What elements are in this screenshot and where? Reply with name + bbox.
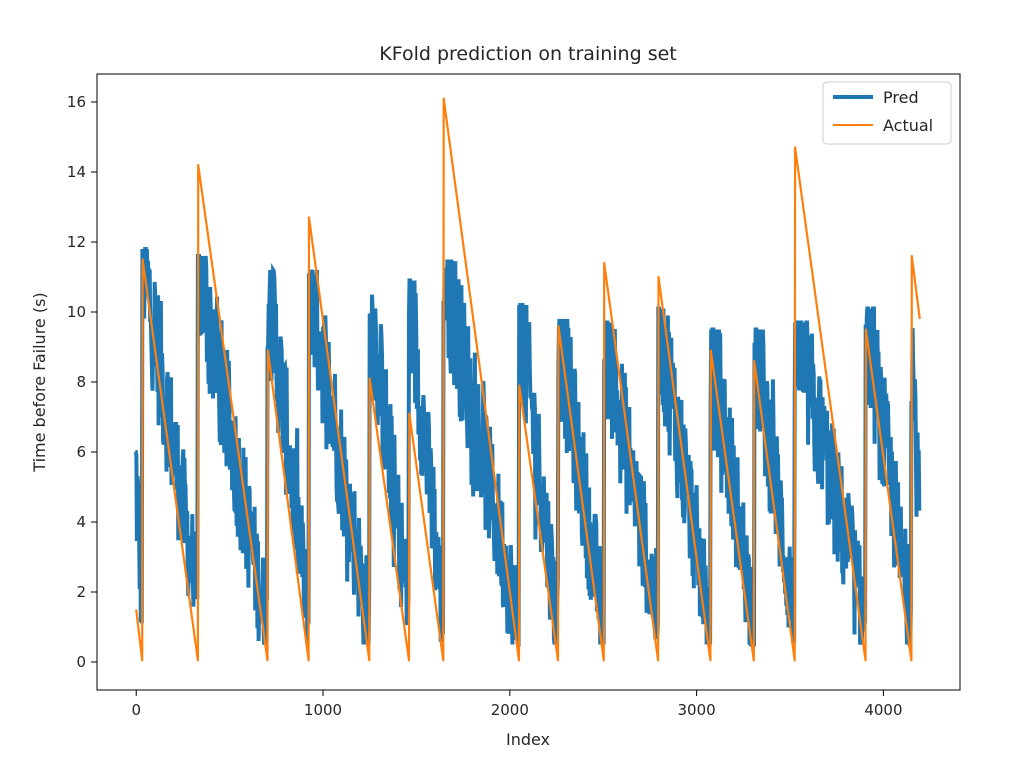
y-tick-label: 8 <box>76 373 86 391</box>
x-tick-label: 1000 <box>304 701 342 719</box>
y-tick-label: 2 <box>76 583 86 601</box>
chart-title: KFold prediction on training set <box>379 43 676 65</box>
legend-pred-label: Pred <box>883 88 919 107</box>
y-axis-label: Time before Failure (s) <box>30 292 49 472</box>
actual-series <box>135 97 921 662</box>
y-axis-ticks: 0 2 4 6 8 10 12 14 16 <box>67 93 97 671</box>
x-axis-label: Index <box>506 730 550 749</box>
y-tick-label: 4 <box>76 513 86 531</box>
legend: Pred Actual <box>822 81 952 145</box>
y-tick-label: 10 <box>67 303 86 321</box>
plot-area <box>96 73 961 691</box>
y-tick-label: 14 <box>67 163 86 181</box>
x-axis-ticks: 0 1000 2000 3000 4000 <box>131 690 903 719</box>
actual-line <box>135 97 921 662</box>
pred-series <box>133 247 922 647</box>
x-tick-label: 0 <box>131 701 141 719</box>
x-tick-label: 3000 <box>678 701 716 719</box>
legend-actual-label: Actual <box>883 116 933 135</box>
x-tick-label: 2000 <box>491 701 529 719</box>
y-tick-label: 16 <box>67 93 86 111</box>
pred-line <box>133 247 922 647</box>
y-tick-label: 0 <box>76 653 86 671</box>
y-tick-label: 6 <box>76 443 86 461</box>
y-tick-label: 12 <box>67 233 86 251</box>
x-tick-label: 4000 <box>864 701 902 719</box>
